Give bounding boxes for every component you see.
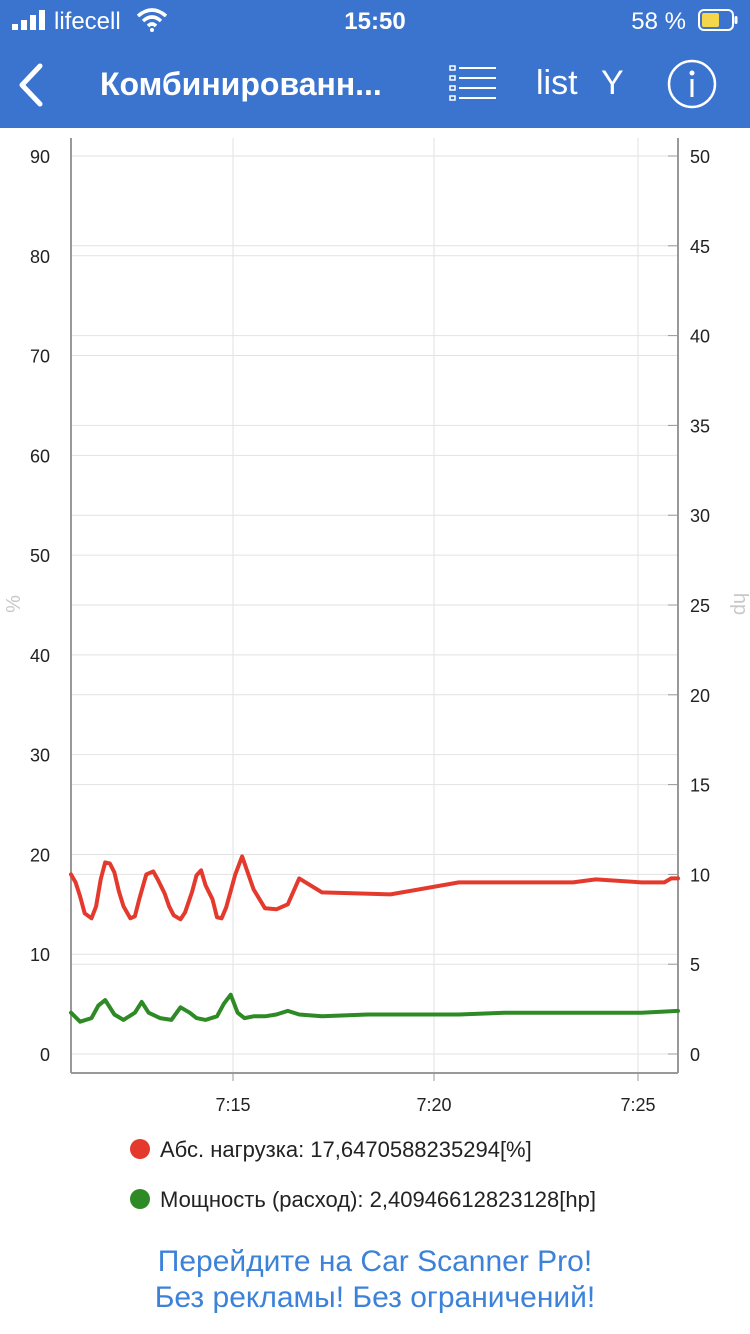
legend-label-power: Мощность (расход): 2,40946612823128[hp] [160,1187,596,1212]
y-right-tick-label: 25 [690,596,710,616]
promo-banner[interactable]: Перейдите на Car Scanner Pro! Без реклам… [0,1244,750,1316]
y-right-axis-label: hp [729,593,750,615]
x-tick-label: 7:20 [416,1095,451,1115]
y-left-tick-label: 10 [30,945,50,965]
legend-item-load: Абс. нагрузка: 17,6470588235294[%] [130,1132,596,1182]
y-left-tick-label: 30 [30,746,50,766]
y-axis-button[interactable]: Y [601,64,624,102]
promo-line-2: Без рекламы! Без ограничений! [154,1281,596,1314]
wifi-icon [136,8,168,32]
y-left-tick-label: 0 [40,1045,50,1065]
battery-percent: 58 % [631,8,686,35]
battery-icon [698,9,738,31]
list-icon[interactable] [448,64,498,104]
status-bar: lifecell 15:50 58 % [0,0,750,42]
nav-bar: Комбинированн... list Y [0,42,750,128]
y-right-tick-label: 50 [690,147,710,167]
legend-item-power: Мощность (расход): 2,40946612823128[hp] [130,1182,596,1232]
combined-line-chart: 0 10 20 30 40 50 60 70 80 90 0 5 10 15 20 25 30 35 40 45 50 7… [3,138,750,1115]
y-left-tick-label: 90 [30,147,50,167]
carrier-name: lifecell [54,8,121,35]
y-right-tick-label: 30 [690,506,710,526]
info-icon[interactable] [666,58,718,110]
y-left-tick-label: 20 [30,845,50,865]
y-left-tick-label: 60 [30,446,50,466]
page-title: Комбинированн... [100,66,382,102]
y-right-tick-label: 5 [690,955,700,975]
x-tick-label: 7:25 [620,1095,655,1115]
series-line-power [69,992,680,1024]
list-button[interactable]: list [536,64,578,102]
y-left-tick-label: 80 [30,247,50,267]
legend-label-load: Абс. нагрузка: 17,6470588235294[%] [160,1137,532,1162]
y-right-tick-label: 10 [690,865,710,885]
chart-legend: Абс. нагрузка: 17,6470588235294[%] Мощно… [130,1132,596,1232]
y-left-tick-label: 50 [30,546,50,566]
y-right-tick-label: 45 [690,237,710,257]
status-time: 15:50 [344,8,406,35]
back-chevron-icon[interactable] [14,60,48,110]
y-right-tick-label: 0 [690,1045,700,1065]
y-left-axis-label: % [3,595,25,613]
x-tick-label: 7:15 [215,1095,250,1115]
y-right-tick-label: 40 [690,327,710,347]
legend-dot-green [130,1189,150,1210]
y-left-tick-label: 40 [30,646,50,666]
y-right-tick-label: 20 [690,686,710,706]
top-bar: lifecell 15:50 58 % Комбинированн... [0,0,750,128]
signal-icon [12,10,45,30]
y-right-tick-label: 15 [690,776,710,796]
promo-line-1: Перейдите на Car Scanner Pro! [157,1245,593,1278]
y-left-tick-label: 70 [30,347,50,367]
legend-dot-red [130,1139,150,1160]
y-right-tick-label: 35 [690,416,710,436]
series-line-load [69,854,680,922]
